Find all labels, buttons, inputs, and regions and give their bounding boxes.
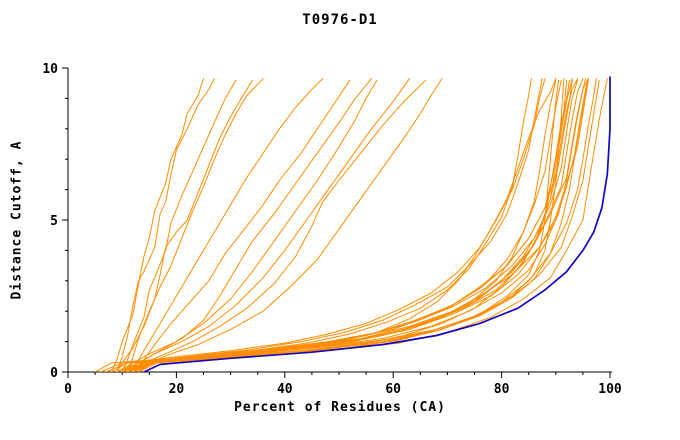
model-curve	[110, 78, 546, 372]
curves-group	[94, 76, 611, 372]
model-curve	[121, 78, 532, 372]
x-tick-label: 0	[64, 382, 72, 397]
model-curve	[127, 79, 600, 372]
model-curve	[110, 78, 204, 372]
model-curve	[138, 79, 351, 372]
best-model-curve	[143, 76, 611, 372]
model-curve	[132, 78, 372, 372]
model-curve	[132, 79, 589, 372]
x-tick-label: 40	[277, 382, 293, 397]
model-curve	[132, 79, 427, 372]
x-tick-label: 20	[169, 382, 185, 397]
x-tick-label: 80	[494, 382, 510, 397]
model-curve	[116, 78, 543, 372]
y-tick-label: 5	[50, 214, 58, 229]
model-curve	[121, 79, 378, 372]
model-curve	[116, 78, 215, 372]
model-curve	[105, 79, 568, 372]
model-curve	[127, 78, 410, 372]
model-curve	[127, 78, 264, 372]
y-tick-label: 10	[42, 62, 58, 77]
model-curve	[132, 78, 324, 372]
axes	[67, 68, 612, 373]
model-curve	[132, 78, 589, 372]
x-axis-label: Percent of Residues (CA)	[234, 400, 446, 415]
y-tick-label: 0	[50, 366, 58, 381]
model-curve	[121, 79, 237, 372]
model-curve	[138, 78, 443, 372]
model-curve	[100, 78, 573, 372]
x-tick-label: 100	[598, 382, 622, 397]
model-curve	[132, 78, 587, 372]
chart-title: T0976-D1	[302, 12, 378, 28]
x-tick-label: 60	[385, 382, 401, 397]
model-curve	[116, 79, 253, 372]
model-curve	[132, 78, 578, 372]
model-curve	[94, 79, 557, 372]
